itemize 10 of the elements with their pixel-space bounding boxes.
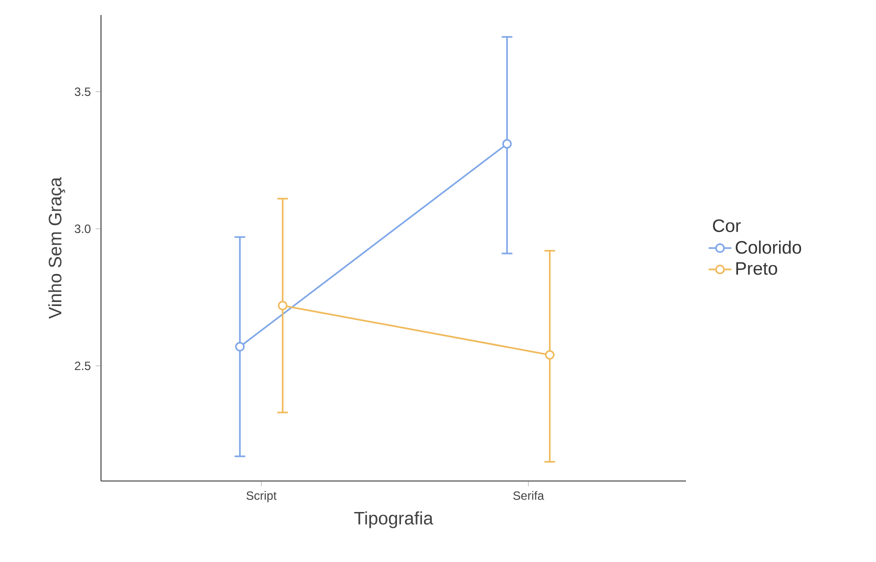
legend-label: Preto [736, 262, 778, 275]
x-tick-label: Serifa [513, 491, 544, 500]
legend-title: Cor [713, 219, 741, 232]
y-tick-label: 3.0 [74, 224, 90, 234]
y-tick-label: 2.5 [74, 362, 90, 370]
y-axis-title: Vinho Sem Graça [48, 177, 66, 319]
legend-label: Colorido [736, 240, 802, 254]
x-axis-title: Tipografia [354, 511, 434, 528]
y-tick-label: 3.5 [74, 88, 90, 96]
x-tick-label: Script [246, 491, 277, 502]
